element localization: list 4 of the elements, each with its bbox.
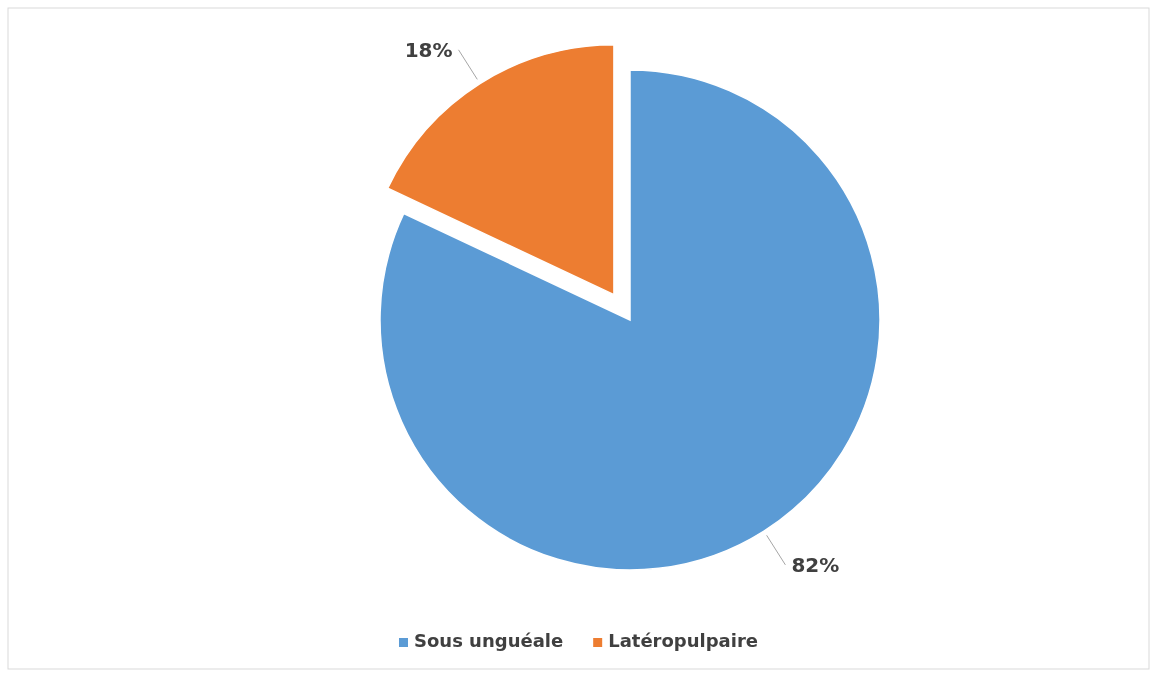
legend-label: Sous unguéale: [413, 630, 564, 651]
data-label: 82%: [791, 552, 840, 577]
data-label: 18%: [404, 37, 453, 62]
legend-label: Latéropulpaire: [608, 630, 759, 651]
